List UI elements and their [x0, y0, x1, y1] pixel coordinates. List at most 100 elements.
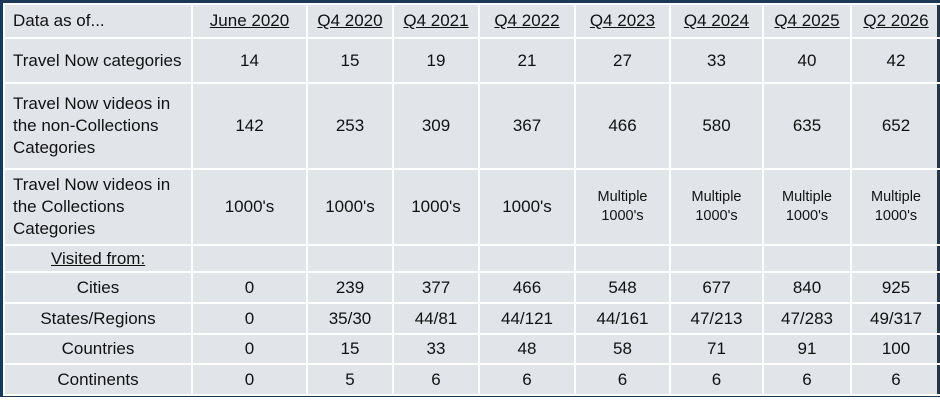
table-cell: 6 — [850, 363, 940, 396]
table-cell: Multiple 1000's — [669, 168, 764, 246]
cell-text: 49/317 — [870, 308, 922, 328]
cell-text: 14 — [240, 50, 259, 70]
cell-text: 33 — [707, 50, 726, 70]
table-cell: Q4 2023 — [574, 3, 671, 39]
cell-text: Q4 2022 — [494, 11, 560, 30]
table-cell: 6 — [574, 363, 671, 396]
table-cell: 377 — [392, 271, 480, 304]
cell-text: 44/121 — [501, 308, 553, 328]
table-cell: Continents — [3, 363, 193, 396]
table-cell: 1000's — [191, 168, 308, 246]
table-cell: Q2 2026 — [850, 3, 940, 39]
table-cell: 48 — [478, 333, 576, 365]
table-cell: 142 — [191, 82, 308, 170]
table-row: Countries 0 15 33 48 58 71 91 100 — [3, 333, 940, 365]
cell-text: 1000's — [224, 197, 275, 216]
cell-text: 6 — [522, 369, 532, 389]
cell-text: 33 — [426, 339, 446, 358]
table-cell: 71 — [669, 333, 764, 365]
cell-text: 466 — [608, 116, 637, 135]
table-cell: Q4 2024 — [669, 3, 764, 39]
table-cell: 0 — [191, 333, 308, 365]
table-cell: 466 — [574, 82, 671, 170]
table-cell: 33 — [392, 333, 480, 365]
cell-text: 15 — [340, 339, 360, 358]
cell-text: 6 — [617, 369, 628, 389]
table-cell: 925 — [850, 271, 940, 304]
cell-text: 548 — [608, 277, 637, 297]
table-cell: 27 — [574, 37, 671, 84]
cell-text: Travel Now videos in the non-Collections… — [13, 94, 171, 157]
table-cell: 91 — [762, 333, 852, 365]
table-cell: 6 — [762, 363, 852, 396]
table-row: Visited from: — [3, 244, 940, 273]
table-cell: States/Regions — [3, 302, 193, 335]
cell-text: Q4 2020 — [317, 11, 383, 30]
table-cell: 47/283 — [762, 302, 852, 335]
cell-text: Q4 2021 — [403, 11, 469, 30]
table-cell: 19 — [392, 37, 480, 84]
cell-text: 100 — [881, 339, 911, 358]
cell-text: 35/30 — [328, 308, 372, 328]
table-cell: 635 — [762, 82, 852, 170]
cell-text: Continents — [57, 369, 139, 389]
table-cell: 49/317 — [850, 302, 940, 335]
cell-text: 44/81 — [414, 308, 458, 328]
table-cell: 239 — [306, 271, 394, 304]
cell-text: 925 — [881, 277, 911, 297]
table-cell: 47/213 — [669, 302, 764, 335]
cell-text: 377 — [421, 277, 451, 297]
table-cell: Countries — [3, 333, 193, 365]
cell-text: 91 — [797, 339, 817, 358]
table-cell: 0 — [191, 271, 308, 304]
table-cell: 44/81 — [392, 302, 480, 335]
empty-cell — [574, 244, 671, 273]
table-cell: 0 — [191, 363, 308, 396]
table-row: Travel Now videos in the Collections Cat… — [3, 168, 940, 246]
empty-cell — [478, 244, 576, 273]
cell-text: Multiple 1000's — [597, 189, 648, 224]
cell-text: Countries — [61, 339, 135, 358]
table-cell: 253 — [306, 82, 394, 170]
table-cell: 35/30 — [306, 302, 394, 335]
table-cell: 21 — [478, 37, 576, 84]
table-cell: 309 — [392, 82, 480, 170]
cell-text: 19 — [426, 50, 446, 70]
cell-text: 0 — [244, 339, 255, 358]
cell-text: 42 — [886, 50, 906, 70]
cell-text: Q2 2026 — [863, 11, 929, 30]
table-cell: 5 — [306, 363, 394, 396]
table-cell: 40 — [762, 37, 852, 84]
cell-text: 5 — [345, 369, 355, 389]
table-cell: 58 — [574, 333, 671, 365]
table-cell: Travel Now categories — [3, 37, 193, 84]
table-cell: 367 — [478, 82, 576, 170]
table-cell: 33 — [669, 37, 764, 84]
table-cell: 1000's — [392, 168, 480, 246]
cell-text: 21 — [517, 50, 537, 70]
cell-text: 309 — [421, 116, 451, 135]
table-cell: 6 — [478, 363, 576, 396]
cell-text: 1000's — [502, 197, 552, 216]
cell-text: Multiple 1000's — [691, 189, 742, 224]
table-cell: 15 — [306, 333, 394, 365]
table-cell: 6 — [669, 363, 764, 396]
cell-text: 27 — [613, 50, 632, 70]
table-row: Cities 0 239 377 466 548 677 840 925 — [3, 271, 940, 304]
table-row: Travel Now categories 14 15 19 21 27 33 40 42 — [3, 37, 940, 84]
cell-text: States/Regions — [40, 308, 156, 328]
table-cell: Visited from: — [3, 244, 193, 273]
table-cell: 6 — [392, 363, 480, 396]
header-row: Data as of... June 2020 Q4 2020 Q4 2021 Q4 2… — [3, 3, 940, 39]
table-cell: 42 — [850, 37, 940, 84]
table-cell: Data as of... — [3, 3, 193, 39]
cell-text: 48 — [517, 339, 537, 358]
table-cell: 677 — [669, 271, 764, 304]
table-cell: 44/121 — [478, 302, 576, 335]
cell-text: Travel Now categories — [13, 50, 182, 70]
cell-text: 0 — [244, 277, 255, 297]
cell-text: 6 — [431, 369, 441, 389]
table-cell: Travel Now videos in the non-Collections… — [3, 82, 193, 170]
table-cell: 44/161 — [574, 302, 671, 335]
